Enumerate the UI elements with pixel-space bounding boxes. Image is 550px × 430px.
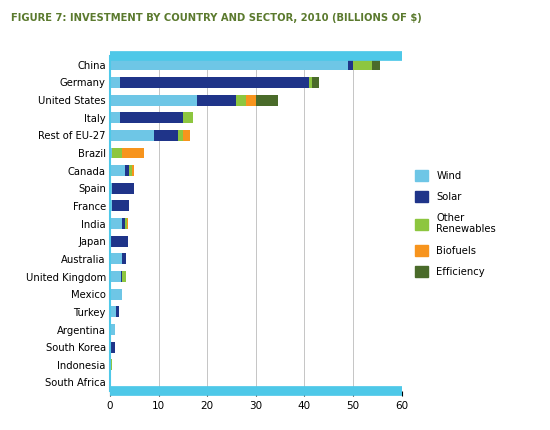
Bar: [120, 77, 309, 88]
Bar: [110, 307, 116, 317]
Bar: [112, 183, 134, 194]
Bar: [353, 59, 372, 70]
Bar: [122, 218, 124, 229]
Bar: [122, 253, 126, 264]
Bar: [256, 95, 278, 105]
Bar: [110, 112, 120, 123]
Bar: [110, 271, 120, 282]
Bar: [110, 342, 115, 353]
Bar: [122, 147, 144, 159]
Bar: [129, 165, 132, 176]
Bar: [110, 359, 112, 370]
Bar: [348, 59, 353, 70]
Bar: [183, 112, 192, 123]
Bar: [110, 289, 122, 300]
Bar: [132, 165, 134, 176]
Bar: [153, 130, 178, 141]
Bar: [372, 59, 379, 70]
Bar: [127, 218, 129, 229]
Bar: [110, 165, 124, 176]
Bar: [178, 130, 183, 141]
Text: FIGURE 7: INVESTMENT BY COUNTRY AND SECTOR, 2010 (BILLIONS OF $): FIGURE 7: INVESTMENT BY COUNTRY AND SECT…: [11, 13, 422, 23]
Bar: [112, 200, 129, 212]
Bar: [122, 271, 125, 282]
Bar: [124, 218, 127, 229]
Bar: [110, 236, 111, 247]
Bar: [112, 147, 122, 159]
Bar: [246, 95, 256, 105]
Bar: [110, 218, 122, 229]
Bar: [110, 147, 112, 159]
Bar: [236, 95, 246, 105]
Bar: [120, 112, 183, 123]
Bar: [116, 307, 119, 317]
Bar: [120, 271, 122, 282]
Bar: [124, 165, 129, 176]
Bar: [309, 77, 312, 88]
Bar: [110, 253, 122, 264]
Bar: [111, 236, 128, 247]
Bar: [110, 200, 112, 212]
Bar: [197, 95, 236, 105]
Bar: [110, 59, 348, 70]
Bar: [110, 324, 115, 335]
Bar: [110, 130, 153, 141]
Bar: [183, 130, 190, 141]
Bar: [312, 77, 319, 88]
Legend: Wind, Solar, Other
Renewables, Biofuels, Efficiency: Wind, Solar, Other Renewables, Biofuels,…: [415, 170, 496, 277]
Bar: [110, 77, 120, 88]
Bar: [110, 183, 112, 194]
Bar: [110, 95, 197, 105]
